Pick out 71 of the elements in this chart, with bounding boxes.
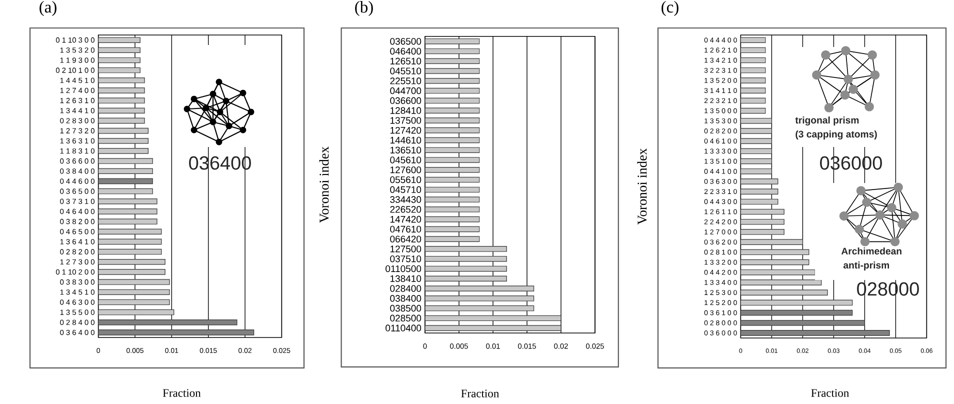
bar — [98, 258, 166, 265]
bar — [98, 269, 166, 275]
bar — [425, 147, 480, 153]
annotation: (3 capping atoms) — [796, 130, 877, 140]
y-tick-label: 0110400 — [386, 324, 422, 332]
bar — [98, 158, 153, 164]
y-tick-label: 137500 — [390, 117, 422, 124]
y-tick-label: 126510 — [390, 58, 422, 64]
y-tick-label: 036500 — [390, 38, 422, 45]
y-tick-label: 128410 — [390, 107, 422, 114]
bar — [740, 208, 784, 215]
bar — [425, 176, 480, 183]
y-tick-label: 028400 — [390, 285, 422, 292]
bar — [425, 118, 480, 124]
y-tick-label: 047610 — [390, 226, 422, 233]
bar — [740, 310, 853, 316]
y-tick-label: 226520 — [390, 206, 422, 213]
bar — [740, 47, 766, 54]
y-tick-label: 038400 — [390, 295, 422, 302]
bar — [740, 218, 784, 225]
bar — [740, 198, 778, 205]
bar — [740, 37, 766, 43]
y-tick-label: 127420 — [390, 126, 422, 134]
y-tick-label: 045510 — [390, 68, 422, 74]
y-tick-label: 225510 — [390, 78, 422, 84]
annotation: anti-prism — [843, 262, 889, 270]
annotation: Archimedean — [841, 247, 902, 255]
y-tick-label: 038500 — [390, 304, 422, 312]
bar — [98, 168, 153, 174]
y-tick-label: 066420 — [390, 236, 422, 242]
y-tick-label: 138410 — [390, 275, 422, 282]
y-axis-title: Voronoi index — [319, 146, 329, 223]
y-tick-label: 046400 — [390, 48, 422, 55]
y-tick-label: 055610 — [390, 176, 422, 184]
bar — [740, 229, 784, 235]
y-tick-label: 127500 — [390, 246, 422, 252]
bar — [425, 88, 480, 94]
y-tick-label: 045610 — [390, 156, 422, 164]
bar — [740, 290, 828, 296]
bar — [425, 48, 480, 54]
bar — [98, 37, 140, 43]
y-tick-label: 037510 — [390, 255, 422, 262]
x-axis-title: Fraction — [162, 389, 201, 397]
y-axis-title: Voronoi index — [637, 148, 647, 225]
bar — [98, 178, 153, 184]
bar — [98, 67, 140, 74]
y-tick-label: 147420 — [390, 216, 422, 223]
y-tick-label: 036600 — [390, 97, 422, 104]
bar — [740, 67, 766, 74]
bar — [98, 57, 140, 64]
bar — [740, 57, 766, 64]
bar — [98, 47, 140, 54]
y-tick-label: 0110500 — [386, 265, 422, 272]
y-tick-label: 044700 — [390, 87, 422, 94]
y-tick-label: 127600 — [390, 166, 422, 174]
annotation: trigonal prism — [795, 116, 859, 126]
chart-title: (c) — [662, 1, 678, 16]
y-tick-label: 028500 — [390, 314, 422, 322]
y-tick-label: 045710 — [390, 186, 422, 193]
bar — [98, 188, 153, 194]
bar — [425, 78, 480, 84]
chart-title: (b) — [355, 1, 373, 16]
y-tick-label: 334430 — [390, 196, 422, 203]
y-tick-label: 136510 — [390, 146, 422, 154]
bar — [425, 186, 480, 193]
bar — [740, 300, 853, 306]
x-axis-title: Fraction — [811, 389, 849, 397]
x-axis-title: Fraction — [461, 390, 499, 398]
chart-title: (a) — [40, 1, 56, 16]
bar — [425, 216, 480, 222]
y-tick-label: 144610 — [390, 136, 422, 144]
